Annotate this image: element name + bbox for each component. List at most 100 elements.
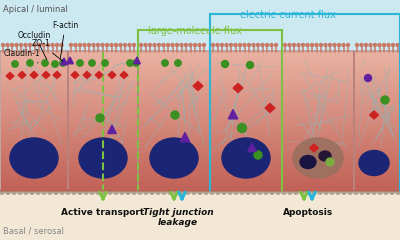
Circle shape xyxy=(110,43,113,47)
Bar xyxy=(283,112,353,117)
Circle shape xyxy=(96,190,100,194)
Bar xyxy=(355,185,399,191)
Circle shape xyxy=(288,190,292,194)
Circle shape xyxy=(33,43,36,47)
Ellipse shape xyxy=(359,150,389,175)
Bar xyxy=(283,139,353,144)
Bar xyxy=(1,70,67,76)
Circle shape xyxy=(148,43,152,47)
Bar xyxy=(139,176,209,181)
Bar xyxy=(69,61,137,66)
Bar xyxy=(69,162,137,168)
Circle shape xyxy=(342,43,345,47)
Bar xyxy=(139,89,209,94)
Bar xyxy=(355,112,399,117)
Bar xyxy=(139,61,209,66)
Circle shape xyxy=(114,43,118,47)
Bar xyxy=(139,52,209,57)
Circle shape xyxy=(56,43,58,47)
Circle shape xyxy=(144,190,148,194)
Circle shape xyxy=(315,43,318,47)
Circle shape xyxy=(10,43,14,47)
Bar xyxy=(139,93,209,98)
Bar xyxy=(1,158,67,163)
Circle shape xyxy=(18,190,22,194)
Polygon shape xyxy=(370,111,378,119)
Circle shape xyxy=(306,190,310,194)
Bar xyxy=(1,112,67,117)
Circle shape xyxy=(30,190,34,194)
Circle shape xyxy=(326,158,334,166)
Bar xyxy=(283,103,353,108)
Bar xyxy=(69,172,137,177)
Bar xyxy=(69,103,137,108)
Bar xyxy=(211,112,281,117)
Circle shape xyxy=(384,190,388,194)
Bar xyxy=(211,107,281,112)
Bar xyxy=(283,84,353,89)
Bar xyxy=(355,158,399,163)
Bar xyxy=(355,153,399,158)
Bar xyxy=(283,57,353,62)
Circle shape xyxy=(28,43,32,47)
Circle shape xyxy=(274,43,278,47)
Bar xyxy=(355,98,399,103)
Bar xyxy=(211,135,281,140)
Bar xyxy=(283,135,353,140)
Bar xyxy=(355,176,399,181)
Bar xyxy=(69,144,137,149)
Bar xyxy=(1,162,67,168)
Circle shape xyxy=(133,60,139,66)
Bar xyxy=(211,176,281,181)
Bar xyxy=(69,176,137,181)
Bar xyxy=(211,167,281,172)
Circle shape xyxy=(20,43,22,47)
Bar xyxy=(139,181,209,186)
Bar xyxy=(283,89,353,94)
Bar xyxy=(69,149,137,154)
Bar xyxy=(283,116,353,121)
Bar xyxy=(355,126,399,131)
Bar xyxy=(211,181,281,186)
Bar xyxy=(355,116,399,121)
Bar xyxy=(69,57,137,62)
Circle shape xyxy=(270,190,274,194)
Polygon shape xyxy=(6,72,14,79)
Bar xyxy=(139,144,209,149)
Circle shape xyxy=(96,114,104,122)
Circle shape xyxy=(150,190,154,194)
Circle shape xyxy=(106,43,108,47)
Circle shape xyxy=(306,43,309,47)
Circle shape xyxy=(24,43,27,47)
Circle shape xyxy=(240,190,244,194)
Circle shape xyxy=(198,43,201,47)
Circle shape xyxy=(216,190,220,194)
Polygon shape xyxy=(228,109,238,119)
Bar xyxy=(355,61,399,66)
Bar xyxy=(355,181,399,186)
Circle shape xyxy=(248,43,250,47)
Circle shape xyxy=(264,190,268,194)
Circle shape xyxy=(176,43,178,47)
Bar xyxy=(139,167,209,172)
Bar xyxy=(283,130,353,135)
Circle shape xyxy=(354,190,358,194)
Circle shape xyxy=(348,190,352,194)
Circle shape xyxy=(238,124,246,132)
Circle shape xyxy=(292,43,296,47)
Circle shape xyxy=(246,190,250,194)
Text: Claudin-1: Claudin-1 xyxy=(4,49,41,63)
Circle shape xyxy=(270,43,273,47)
Circle shape xyxy=(364,74,372,82)
Circle shape xyxy=(15,43,18,47)
Ellipse shape xyxy=(319,151,331,161)
Polygon shape xyxy=(18,72,26,78)
Circle shape xyxy=(88,43,90,47)
Bar xyxy=(355,52,399,57)
Bar xyxy=(139,172,209,177)
Circle shape xyxy=(266,43,268,47)
Circle shape xyxy=(204,190,208,194)
Bar xyxy=(69,112,137,117)
Bar xyxy=(283,144,353,149)
Circle shape xyxy=(2,43,4,47)
